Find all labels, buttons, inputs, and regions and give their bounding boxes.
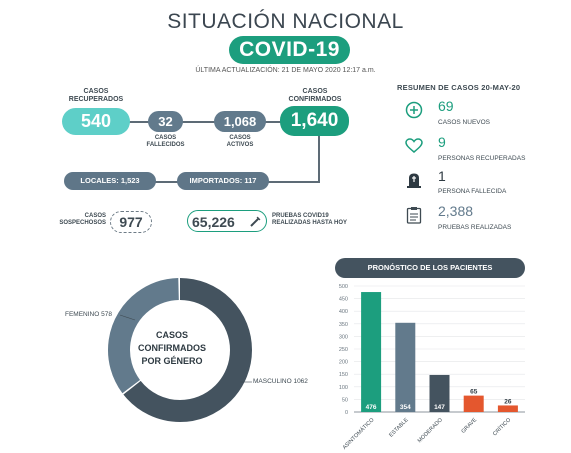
donut-label-masculino: MASCULINO 1062 [253, 378, 308, 385]
bar-value-label: 476 [366, 404, 377, 411]
leader-line [119, 314, 136, 321]
locales-pill: LOCALES: 1,523 [64, 172, 156, 190]
y-tick-label: 400 [339, 309, 348, 315]
bar [361, 292, 382, 412]
y-tick-label: 300 [339, 334, 348, 340]
resumen-value: 69 [438, 98, 454, 114]
x-tick-label: ESTABLE [388, 417, 410, 439]
resumen-value: 9 [438, 134, 446, 150]
bar-value-label: 26 [504, 398, 512, 405]
y-tick-label: 200 [339, 360, 348, 366]
x-tick-label: MODERADO [417, 417, 445, 445]
resumen-value: 2,388 [438, 203, 474, 219]
resumen-label: CASOS NUEVOS [438, 119, 491, 126]
x-tick-label: CRÍTICO [491, 416, 512, 437]
y-tick-label: 50 [342, 397, 348, 403]
activos-label: CASOS ACTIVOS [226, 135, 254, 148]
y-tick-label: 500 [339, 284, 348, 290]
recuperados-label: CASOS RECUPERADOS [68, 88, 124, 103]
bar-value-label: 354 [400, 404, 411, 411]
x-tick-label: ASINTOMÁTICO [341, 416, 376, 451]
tombstone-icon [407, 173, 421, 188]
importados-pill: IMPORTADOS: 117 [177, 172, 269, 190]
pruebas-label: PRUEBAS COVID19 REALIZADAS HASTA HOY [272, 213, 347, 226]
plus-circle-icon [405, 101, 423, 119]
prognosis-bar-chart: 0 50 100 150 200 250 300 350 400 450 500 476 ASINTOM… [339, 284, 525, 451]
resumen-label: PERSONAS RECUPERADAS [438, 155, 526, 162]
donut-center-text: CASOS CONFIRMADOS POR GÉNERO [138, 330, 206, 366]
y-tick-label: 0 [345, 410, 348, 416]
activos-value: 1,068 [214, 111, 266, 132]
connector-vertical [318, 136, 320, 182]
donut-slice-0 [108, 278, 252, 422]
resumen-label: PERSONA FALLECIDA [438, 188, 507, 195]
connector-main [96, 121, 316, 123]
bar [429, 374, 450, 412]
heart-icon [405, 138, 423, 153]
resumen-title: RESUMEN DE CASOS 20-MAY-20 [397, 83, 521, 92]
syringe-icon [250, 216, 261, 227]
confirmados-value: 1,640 [280, 106, 349, 136]
sospechosos-value: 977 [110, 211, 152, 233]
resumen-value: 1 [438, 168, 446, 184]
y-tick-label: 150 [339, 372, 348, 378]
fallecidos-label: CASOS FALLECIDOS [146, 135, 185, 148]
y-tick-label: 450 [339, 297, 348, 303]
bar-value-label: 65 [470, 389, 478, 396]
bar [395, 322, 416, 412]
recuperados-value: 540 [62, 108, 130, 135]
bar-value-label: 147 [434, 404, 445, 411]
bar [497, 405, 518, 412]
pruebas-box: 65,226 [187, 210, 267, 232]
pruebas-value: 65,226 [192, 214, 235, 230]
resumen-label: PRUEBAS REALIZADAS [438, 224, 512, 231]
last-updated: ÚLTIMA ACTUALIZACIÓN: 21 DE MAYO 2020 12… [195, 67, 376, 74]
y-tick-label: 100 [339, 385, 348, 391]
donut-slice-1 [108, 278, 252, 422]
y-tick-label: 350 [339, 322, 348, 328]
confirmados-label: CASOS CONFIRMADOS [288, 88, 342, 103]
gender-donut-chart [108, 278, 252, 422]
bar-chart-title: PRONÓSTICO DE LOS PACIENTES [335, 258, 525, 278]
x-tick-label: GRAVE [461, 417, 479, 435]
covid-badge: COVID-19 [229, 36, 350, 64]
clipboard-icon [406, 207, 422, 224]
sospechosos-label: CASOS SOSPECHOSOS [59, 213, 106, 226]
donut-label-femenino: FEMENINO 578 [65, 311, 112, 318]
page-title: SITUACIÓN NACIONAL [167, 10, 404, 33]
fallecidos-value: 32 [148, 111, 183, 132]
y-tick-label: 250 [339, 347, 348, 353]
bar [463, 395, 484, 412]
